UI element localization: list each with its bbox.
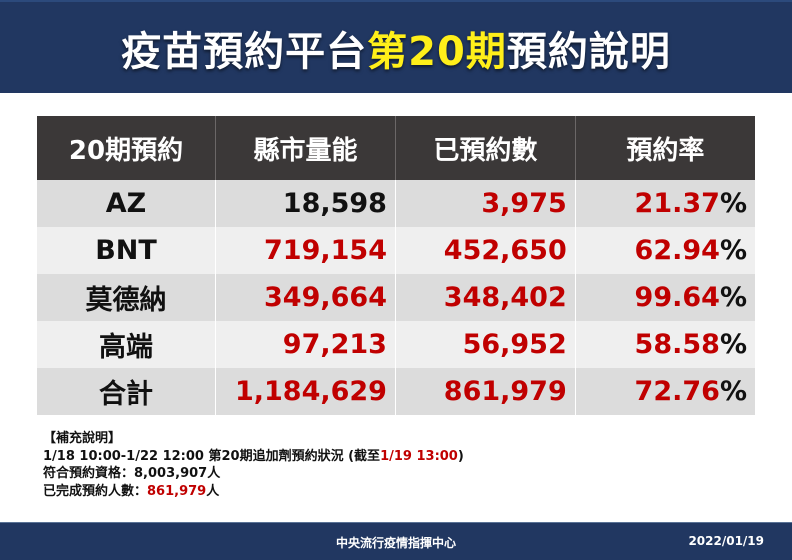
percent-sign: %	[719, 235, 747, 266]
vaccine-name: 合計	[37, 368, 217, 415]
booked-value: 861,979	[395, 368, 576, 415]
cutoff-time: 1/19 13:00	[380, 448, 458, 464]
notes-line-completed: 已完成預約人數：861,979人	[43, 483, 464, 501]
rate-value: 21.37%	[575, 180, 755, 227]
percent-sign: %	[719, 282, 747, 313]
capacity-value: 18,598	[215, 180, 396, 227]
column-header-capacity: 縣市量能	[215, 116, 396, 180]
rate-number: 21.37	[634, 188, 720, 219]
eligible-value: 8,003,907人	[134, 466, 221, 481]
percent-sign: %	[719, 329, 747, 360]
rate-number: 72.76	[634, 376, 720, 407]
title-prefix: 疫苗預約平台	[121, 28, 368, 75]
booked-value: 452,650	[395, 227, 576, 274]
title-suffix: 預約說明	[506, 28, 671, 75]
rate-value: 99.64%	[575, 274, 755, 321]
rate-value: 58.58%	[575, 321, 755, 368]
completed-unit: 人	[206, 483, 220, 499]
percent-sign: %	[719, 188, 747, 219]
table-row-az: AZ 18,598 3,975 21.37%	[37, 180, 755, 227]
completed-value: 861,979	[147, 483, 207, 499]
period-text: 1/18 10:00-1/22 12:00 第20期追加劑預約狀況 (截至	[43, 448, 381, 464]
booking-table: 20期預約 縣市量能 已預約數 預約率 AZ 18,598 3,975 21.3…	[37, 116, 755, 415]
notes-line-period: 1/18 10:00-1/22 12:00 第20期追加劑預約狀況 (截至1/1…	[43, 448, 464, 466]
rate-value: 72.76%	[575, 368, 755, 415]
notes-heading: 【補充說明】	[43, 431, 122, 446]
footer-banner: 中央流行疫情指揮中心 2022/01/19	[0, 522, 792, 560]
vaccine-name: 莫德納	[37, 274, 217, 321]
rate-number: 62.94	[634, 235, 720, 266]
capacity-value: 97,213	[215, 321, 396, 368]
booked-value: 3,975	[395, 180, 576, 227]
booked-value: 56,952	[395, 321, 576, 368]
column-header-booked: 已預約數	[395, 116, 576, 180]
table-header-row: 20期預約 縣市量能 已預約數 預約率	[37, 116, 755, 180]
vaccine-name: BNT	[37, 227, 217, 274]
column-header-period: 20期預約	[37, 116, 217, 180]
title-banner: 疫苗預約平台第20期預約說明	[0, 0, 792, 93]
period-close: )	[457, 448, 464, 464]
table-row-bnt: BNT 719,154 452,650 62.94%	[37, 227, 755, 274]
table-row-total: 合計 1,184,629 861,979 72.76%	[37, 368, 755, 415]
rate-value: 62.94%	[575, 227, 755, 274]
supplementary-notes: 【補充說明】 1/18 10:00-1/22 12:00 第20期追加劑預約狀況…	[43, 430, 464, 500]
publish-date: 2022/01/19	[688, 534, 764, 548]
eligible-label: 符合預約資格：	[43, 466, 135, 481]
table-row-medigen: 高端 97,213 56,952 58.58%	[37, 321, 755, 368]
page-title: 疫苗預約平台第20期預約說明	[121, 19, 671, 77]
column-header-rate: 預約率	[575, 116, 755, 180]
organization-name: 中央流行疫情指揮中心	[335, 536, 456, 550]
notes-line-eligible: 符合預約資格：8,003,907人	[43, 465, 464, 483]
vaccine-name: AZ	[37, 180, 217, 227]
capacity-value: 719,154	[215, 227, 396, 274]
rate-number: 99.64	[634, 282, 720, 313]
rate-number: 58.58	[634, 329, 720, 360]
vaccine-name: 高端	[37, 321, 217, 368]
capacity-value: 1,184,629	[215, 368, 396, 415]
completed-label: 已完成預約人數：	[43, 483, 148, 499]
title-highlight: 第20期	[367, 28, 507, 75]
percent-sign: %	[719, 376, 747, 407]
capacity-value: 349,664	[215, 274, 396, 321]
booked-value: 348,402	[395, 274, 576, 321]
table-row-moderna: 莫德納 349,664 348,402 99.64%	[37, 274, 755, 321]
